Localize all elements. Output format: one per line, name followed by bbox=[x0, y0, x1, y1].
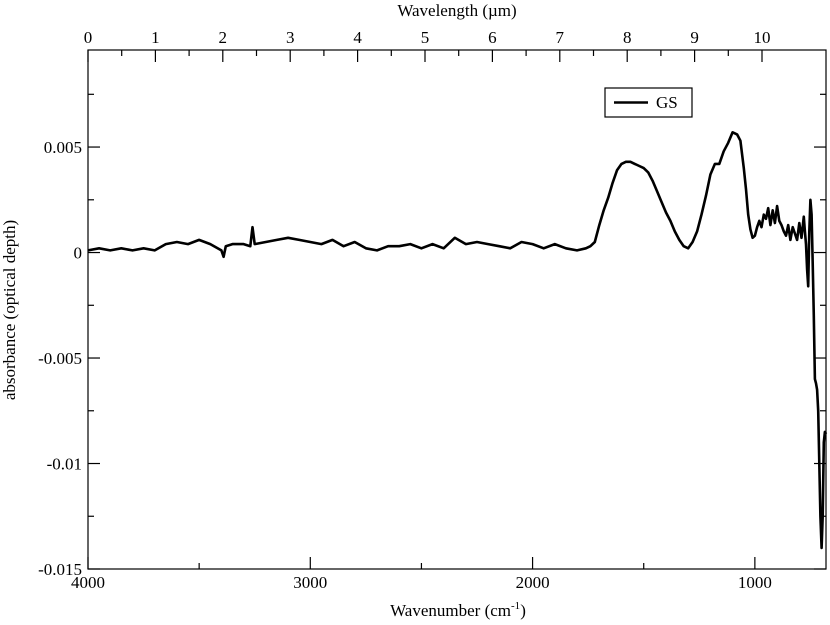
top-tick-label: 2 bbox=[219, 28, 228, 47]
series-line-gs bbox=[87, 131, 828, 550]
top-tick-label: 8 bbox=[623, 28, 632, 47]
top-tick-label: 5 bbox=[421, 28, 430, 47]
legend: GS bbox=[604, 87, 693, 118]
top-tick-label: 0 bbox=[84, 28, 93, 47]
x-axis-title: Wavenumber (cm-1) bbox=[390, 600, 526, 620]
top-tick-label: 6 bbox=[488, 28, 497, 47]
y-tick-label: -0.015 bbox=[38, 560, 82, 579]
x-tick-label: 3000 bbox=[293, 573, 327, 592]
x-tick-label: 2000 bbox=[516, 573, 550, 592]
top-tick-label: 3 bbox=[286, 28, 295, 47]
y-tick-label: -0.005 bbox=[38, 349, 82, 368]
y-tick-label: 0 bbox=[74, 244, 83, 263]
left-y-axis: -0.015 -0.01 -0.005 0 0.005 bbox=[38, 93, 100, 579]
x-axis-title-superscript: -1 bbox=[511, 600, 520, 612]
x-tick-label: 1000 bbox=[738, 573, 772, 592]
top-tick-label: 4 bbox=[353, 28, 362, 47]
top-tick-label: 9 bbox=[690, 28, 699, 47]
top-tick-label: 7 bbox=[556, 28, 565, 47]
legend-box bbox=[604, 87, 693, 118]
top-tick-label: 10 bbox=[754, 28, 771, 47]
bottom-x-axis: 4000 3000 2000 1000 bbox=[71, 557, 772, 592]
top-x-axis: 0 1 2 3 4 5 6 7 8 9 10 bbox=[84, 28, 771, 62]
top-tick-label: 1 bbox=[151, 28, 160, 47]
y-tick-label: -0.01 bbox=[47, 455, 82, 474]
y-axis-title: absorbance (optical depth) bbox=[0, 220, 19, 400]
legend-label-gs: GS bbox=[656, 93, 678, 112]
x-axis-title-suffix: ) bbox=[520, 601, 526, 620]
y-tick-label: 0.005 bbox=[44, 138, 82, 157]
x-axis-title-main: Wavenumber (cm bbox=[390, 601, 511, 620]
x-tick-label: 4000 bbox=[71, 573, 105, 592]
top-axis-title: Wavelength (µm) bbox=[397, 1, 516, 20]
plot-frame bbox=[87, 49, 827, 570]
